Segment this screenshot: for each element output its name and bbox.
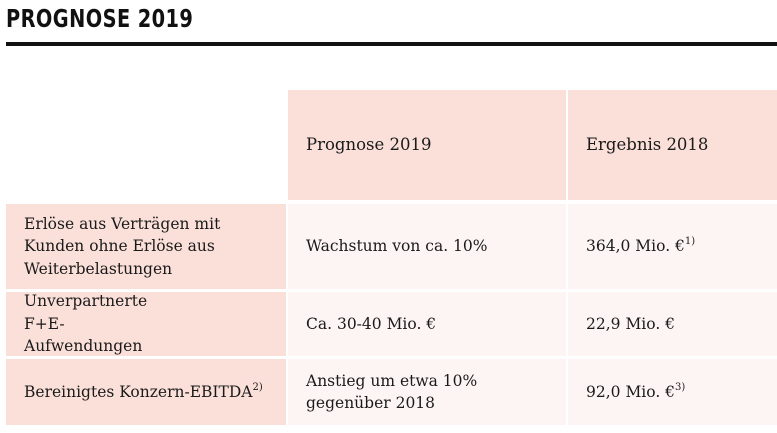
row-label-text: Unverpartnerte F+E-Aufwendungen xyxy=(24,292,148,356)
ergebnis-value: 92,0 Mio. €3) xyxy=(586,381,686,401)
row-label-fe-aufwendungen: Unverpartnerte F+E-Aufwendungen xyxy=(6,292,286,356)
footnote-marker: 1) xyxy=(684,236,696,248)
row-label-erloese: Erlöse aus Verträgen mit Kunden ohne Erl… xyxy=(6,204,286,289)
header-ergebnis-2018: Ergebnis 2018 xyxy=(568,90,777,200)
prognose-value: Ca. 30-40 Mio. € xyxy=(306,314,437,333)
row-ergebnis-ebitda: 92,0 Mio. €3) xyxy=(568,359,777,425)
row-label-text: Bereinigtes Konzern-EBITDA2) xyxy=(24,381,263,401)
row-label-ebitda: Bereinigtes Konzern-EBITDA2) xyxy=(6,359,286,425)
ergebnis-value: 364,0 Mio. €1) xyxy=(586,236,696,256)
header-prognose-2019: Prognose 2019 xyxy=(288,90,566,200)
header-prognose-label: Prognose 2019 xyxy=(306,134,432,154)
row-ergebnis-fe-aufwendungen: 22,9 Mio. € xyxy=(568,292,777,356)
header-ergebnis-label: Ergebnis 2018 xyxy=(586,134,709,154)
page-title: PROGNOSE 2019 xyxy=(6,4,194,33)
row-ergebnis-erloese: 364,0 Mio. €1) xyxy=(568,204,777,289)
title-rule xyxy=(6,42,777,46)
prognose-value: Wachstum von ca. 10% xyxy=(306,237,488,256)
row-prognose-erloese: Wachstum von ca. 10% xyxy=(288,204,566,289)
row-prognose-fe-aufwendungen: Ca. 30-40 Mio. € xyxy=(288,292,566,356)
prognose-value: Anstieg um etwa 10% gegenüber 2018 xyxy=(306,371,478,413)
row-prognose-ebitda: Anstieg um etwa 10% gegenüber 2018 xyxy=(288,359,566,425)
row-label-text: Erlöse aus Verträgen mit Kunden ohne Erl… xyxy=(24,214,221,278)
ergebnis-value: 22,9 Mio. € xyxy=(586,314,676,333)
footnote-marker: 2) xyxy=(252,381,263,393)
footnote-marker: 3) xyxy=(675,381,686,393)
